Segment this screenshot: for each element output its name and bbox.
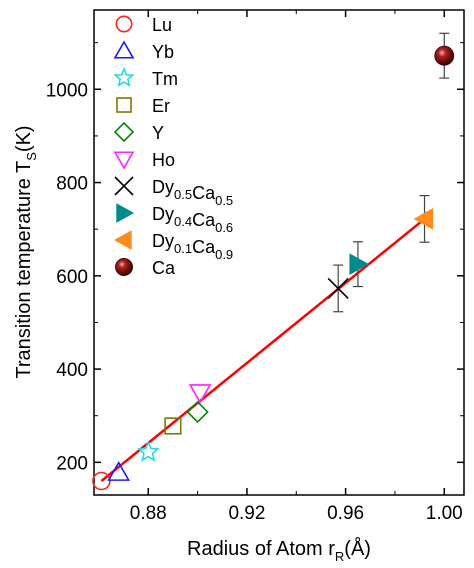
y-tick-label: 200 bbox=[56, 453, 88, 474]
legend-marker bbox=[113, 230, 132, 250]
legend-label: Yb bbox=[152, 42, 174, 62]
data-point-dy0-1ca0-9 bbox=[413, 208, 434, 230]
legend-label: Ho bbox=[152, 150, 175, 170]
data-point-dy0-5ca0-5 bbox=[327, 277, 349, 299]
legend-marker bbox=[116, 203, 135, 223]
legend-label: Dy0.4Ca0.6 bbox=[152, 204, 233, 235]
data-point-er bbox=[164, 417, 182, 435]
legend-marker bbox=[113, 40, 135, 59]
data-point-lu bbox=[92, 471, 111, 491]
data-point-y bbox=[186, 400, 209, 424]
data-point-dy0-4ca0-6 bbox=[349, 253, 369, 276]
legend: Lu Yb Tm Er Y Ho Dy0.5Ca0.5Dy0.4Ca0.6Dy0.1Ca0.… bbox=[113, 15, 233, 278]
axis-ticks: 0.88 0.92 0.96 1.00 200 400 600 800 1000 bbox=[46, 10, 464, 524]
legend-label: Dy0.1Ca0.9 bbox=[152, 231, 233, 262]
fit-line-group bbox=[100, 217, 426, 482]
data-point-ca bbox=[434, 45, 455, 66]
plot-frame bbox=[93, 9, 465, 496]
legend-label: Lu bbox=[152, 15, 172, 35]
legend-marker bbox=[115, 15, 133, 33]
x-tick-label: 0.92 bbox=[228, 503, 265, 524]
legend-marker bbox=[113, 121, 135, 143]
data-point-tm bbox=[136, 440, 160, 462]
data-markers bbox=[92, 45, 455, 491]
legend-marker bbox=[114, 176, 134, 196]
x-tick-label: 1.00 bbox=[426, 503, 463, 524]
y-tick-label: 600 bbox=[56, 267, 88, 288]
legend-marker bbox=[113, 151, 135, 170]
data-point-yb bbox=[107, 461, 131, 481]
legend-label: Er bbox=[152, 96, 170, 116]
y-tick-label: 1000 bbox=[46, 80, 88, 101]
x-tick-label: 0.88 bbox=[130, 503, 167, 524]
y-axis-title: Transition temperature TS(K) bbox=[13, 125, 39, 378]
legend-marker bbox=[113, 66, 135, 87]
legend-marker bbox=[115, 258, 133, 276]
linear-fit-line bbox=[100, 217, 426, 482]
legend-label: Dy0.5Ca0.5 bbox=[152, 177, 233, 208]
legend-marker bbox=[116, 97, 132, 113]
y-tick-label: 400 bbox=[56, 360, 88, 381]
legend-label: Ca bbox=[152, 258, 176, 278]
x-tick-label: 0.96 bbox=[327, 503, 364, 524]
x-axis-title: Radius of Atom rR(Å) bbox=[187, 537, 371, 564]
legend-label: Y bbox=[152, 123, 164, 143]
data-point-ho bbox=[188, 384, 212, 405]
legend-label: Tm bbox=[152, 69, 178, 89]
y-tick-label: 800 bbox=[56, 174, 88, 195]
